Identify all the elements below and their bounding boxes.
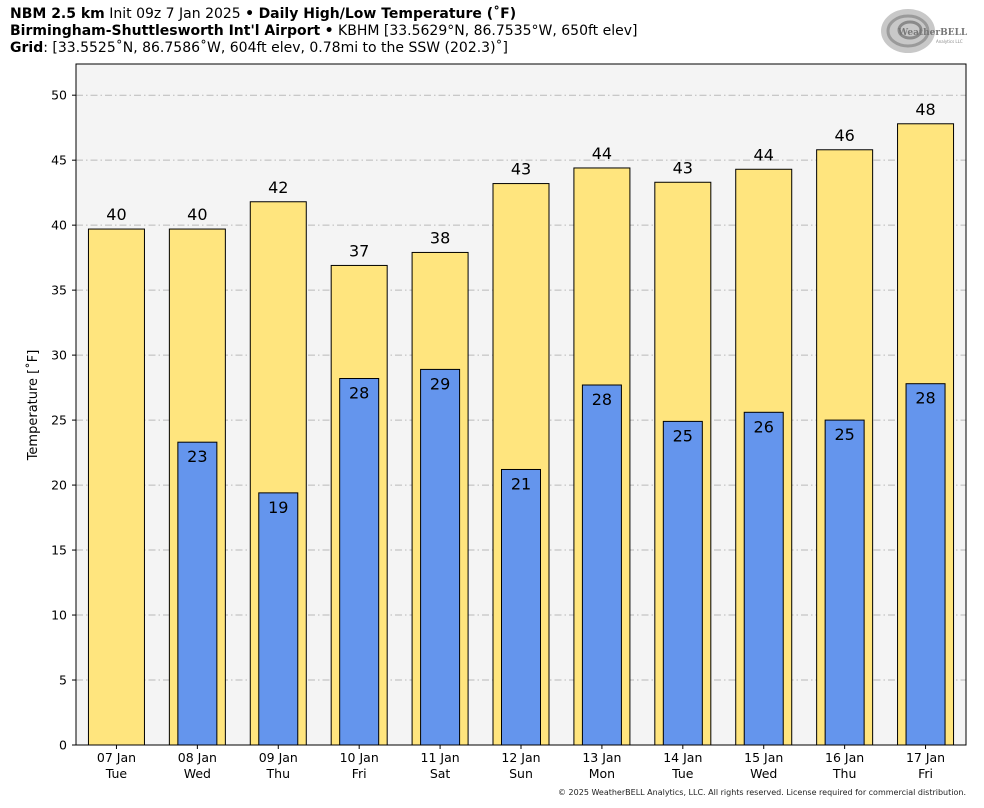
low-temp-bar xyxy=(420,368,461,746)
x-tick-label-date: 15 Jan xyxy=(744,750,783,765)
x-tick-label-weekday: Mon xyxy=(589,766,615,781)
bullet-1: • xyxy=(245,6,255,22)
high-temp-label: 46 xyxy=(834,126,854,145)
y-tick-label: 0 xyxy=(59,738,67,753)
high-temp-label: 38 xyxy=(430,228,450,247)
low-temp-label: 25 xyxy=(673,426,693,445)
x-tick-label-date: 07 Jan xyxy=(97,750,136,765)
x-tick-label-weekday: Wed xyxy=(750,766,777,781)
x-tick-label-date: 14 Jan xyxy=(663,750,702,765)
grid-info: : [33.5525˚N, 86.7586˚W, 604ft elev, 0.7… xyxy=(43,40,509,56)
low-temp-label: 21 xyxy=(511,474,531,493)
header-line-1: NBM 2.5 km Init 09z 7 Jan 2025 • Daily H… xyxy=(10,6,516,23)
high-temp-label: 43 xyxy=(511,160,531,179)
low-temp-label: 28 xyxy=(915,389,935,408)
model-name: NBM 2.5 km xyxy=(10,6,105,22)
low-temp-bar xyxy=(177,441,218,746)
y-tick-label: 45 xyxy=(51,153,67,168)
x-tick-label-weekday: Fri xyxy=(352,766,367,781)
low-temp-label: 25 xyxy=(834,425,854,444)
x-tick-label-weekday: Sun xyxy=(509,766,533,781)
x-tick-label-weekday: Fri xyxy=(918,766,933,781)
low-temp-bar xyxy=(743,411,784,746)
low-temp-label: 29 xyxy=(430,374,450,393)
x-tick-label-weekday: Thu xyxy=(266,766,290,781)
x-tick-label-date: 16 Jan xyxy=(825,750,864,765)
high-temp-label: 40 xyxy=(187,205,207,224)
low-temp-label: 28 xyxy=(349,384,369,403)
station-name: Birmingham-Shuttlesworth Int'l Airport xyxy=(10,23,321,39)
y-axis-label: Temperature [˚F] xyxy=(25,350,41,462)
high-temp-label: 44 xyxy=(592,144,612,163)
x-tick-label-weekday: Thu xyxy=(832,766,856,781)
x-tick-label-date: 13 Jan xyxy=(582,750,621,765)
x-tick-label-date: 11 Jan xyxy=(421,750,460,765)
low-temp-label: 19 xyxy=(268,498,288,517)
high-temp-label: 44 xyxy=(754,145,774,164)
x-tick-label-weekday: Sat xyxy=(430,766,451,781)
low-temp-bar xyxy=(662,420,703,746)
x-tick-label-weekday: Tue xyxy=(105,766,128,781)
x-tick-label-date: 12 Jan xyxy=(501,750,540,765)
header-line-3: Grid: [33.5525˚N, 86.7586˚W, 604ft elev,… xyxy=(10,40,508,57)
x-tick-label-date: 17 Jan xyxy=(906,750,945,765)
y-tick-label: 10 xyxy=(51,608,67,623)
low-temp-bar xyxy=(905,383,946,746)
low-temp-label: 28 xyxy=(592,390,612,409)
y-tick-label: 35 xyxy=(51,283,67,298)
x-tick-label-date: 10 Jan xyxy=(340,750,379,765)
station-info: KBHM [33.5629°N, 86.7535°W, 650ft elev] xyxy=(338,23,638,39)
y-tick-label: 5 xyxy=(59,673,67,688)
low-temp-label: 23 xyxy=(187,447,207,466)
x-tick-label-weekday: Tue xyxy=(671,766,694,781)
high-temp-label: 43 xyxy=(673,158,693,177)
y-tick-label: 40 xyxy=(51,218,67,233)
high-temp-label: 48 xyxy=(915,100,935,119)
low-temp-bar xyxy=(339,378,380,746)
header-line-2: Birmingham-Shuttlesworth Int'l Airport •… xyxy=(10,23,637,40)
logo-text: WeatherBELL xyxy=(897,28,968,38)
low-temp-bar xyxy=(258,492,299,746)
product-title: Daily High/Low Temperature (˚F) xyxy=(258,6,517,22)
y-tick-label: 20 xyxy=(51,478,67,493)
logo-subtext: Analytics LLC xyxy=(936,39,963,44)
high-temp-label: 40 xyxy=(106,205,126,224)
init-time: Init 09z 7 Jan 2025 xyxy=(109,6,241,22)
high-temp-label: 37 xyxy=(349,241,369,260)
high-temp-bar xyxy=(87,228,145,746)
y-tick-label: 15 xyxy=(51,543,67,558)
low-temp-bar xyxy=(501,468,541,746)
y-tick-label: 50 xyxy=(51,88,67,103)
low-temp-bar xyxy=(824,419,865,746)
low-temp-label: 26 xyxy=(754,417,774,436)
high-temp-label: 42 xyxy=(268,178,288,197)
y-tick-label: 25 xyxy=(51,413,67,428)
weatherbell-logo: WeatherBELL Analytics LLC xyxy=(881,9,968,53)
x-tick-label-weekday: Wed xyxy=(184,766,211,781)
low-temp-bar xyxy=(581,384,622,746)
grid-label: Grid xyxy=(10,40,44,56)
bullet-2: • xyxy=(324,23,334,39)
plot-frame xyxy=(75,63,967,746)
y-tick-label: 30 xyxy=(51,348,67,363)
copyright-footer: © 2025 WeatherBELL Analytics, LLC. All r… xyxy=(558,788,966,797)
x-tick-label-date: 08 Jan xyxy=(178,750,217,765)
x-tick-label-date: 09 Jan xyxy=(259,750,298,765)
